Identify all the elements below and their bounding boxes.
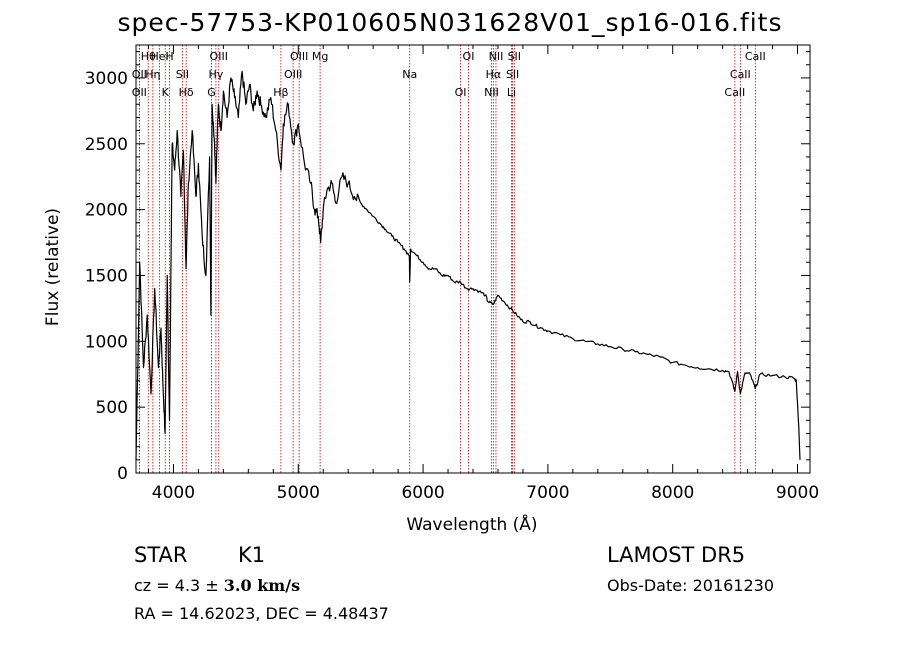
survey-label: LAMOST DR5 — [607, 543, 746, 567]
class-label: STAR — [134, 543, 188, 567]
x-tick-label: 7000 — [526, 483, 569, 503]
y-axis-label: Flux (relative) — [43, 208, 63, 326]
spectral-line-label: CaII — [724, 86, 745, 99]
subclass-label: K1 — [238, 543, 266, 567]
y-tick-label: 1500 — [85, 266, 128, 286]
x-tick-label: 5000 — [277, 483, 320, 503]
x-tick-label: 6000 — [401, 483, 444, 503]
x-tick-label: 9000 — [776, 483, 819, 503]
spectral-line-label: Hγ — [208, 68, 223, 81]
spectral-line-label: OIII — [210, 50, 228, 63]
spectral-line-label: SII — [506, 68, 519, 81]
spectral-line-label: OII — [132, 86, 147, 99]
spectral-line-label: OI — [455, 86, 467, 99]
spectral-line-label: OIII — [290, 50, 308, 63]
y-tick-label: 500 — [96, 398, 128, 418]
y-tick-label: 1000 — [85, 332, 128, 352]
spectral-line-label: HeI — [150, 50, 168, 63]
spectral-line-markers — [138, 45, 756, 473]
chart-title: spec-57753-KP010605N031628V01_sp16-016.f… — [117, 8, 783, 37]
spectral-line-label: H — [165, 50, 173, 63]
spectral-line-label: K — [162, 86, 170, 99]
spectral-line-label: Hθ — [141, 50, 156, 63]
y-tick-label: 0 — [117, 464, 128, 484]
spectral-line-label: Hα — [486, 68, 502, 81]
spectral-line-label: Hη — [145, 68, 160, 81]
spectral-line-label: Li — [507, 86, 516, 99]
x-tick-label: 8000 — [651, 483, 694, 503]
spectral-line-label: SII — [508, 50, 521, 63]
cz-value: cz = 4.3 ± — [134, 576, 224, 595]
obs-date: Obs-Date: 20161230 — [607, 576, 775, 595]
spectral-line-label: OI — [463, 50, 475, 63]
x-axis-label: Wavelength (Å) — [406, 513, 537, 535]
spectral-line-label: CaII — [730, 68, 751, 81]
y-tick-label: 2000 — [85, 201, 128, 221]
spectral-line-label: NII — [484, 86, 499, 99]
spectral-line-label: Hδ — [179, 86, 194, 99]
spectral-line-label: OII — [132, 68, 147, 81]
spectral-line-label: SII — [176, 68, 189, 81]
spectral-line-label: G — [207, 86, 216, 99]
spectral-line-label: CaII — [745, 50, 766, 63]
coordinates: RA = 14.62023, DEC = 4.48437 — [134, 604, 389, 623]
spectral-line-label: OIII — [284, 68, 302, 81]
spectral-line-label: Hβ — [273, 86, 288, 99]
y-tick-label: 3000 — [85, 69, 128, 89]
spectral-line-labels: HθOIIOIIHeIHηKHSIIHδOIIIHγGOIIIOIIIHβMgN… — [132, 50, 766, 99]
spectral-line-label: Na — [402, 68, 417, 81]
spectral-line-label: Mg — [312, 50, 328, 63]
spectral-line-label: NII — [489, 50, 504, 63]
cz-error: 3.0 km/s — [223, 576, 301, 595]
redshift-info: cz = 4.3 ± 3.0 km/s — [134, 576, 300, 595]
y-tick-label: 2500 — [85, 135, 128, 155]
spectrum-line — [135, 70, 801, 460]
axis-ticks: 4000 5000 6000 7000 8000 9000 0 500 1000 1500 2000… — [85, 45, 819, 503]
x-tick-label: 4000 — [152, 483, 195, 503]
